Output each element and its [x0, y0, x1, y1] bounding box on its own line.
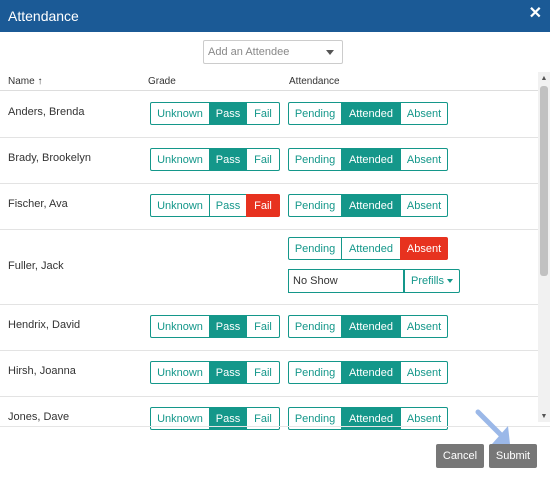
attendee-name: Jones, Dave [8, 411, 70, 423]
attendance-pending-button[interactable]: Pending [288, 194, 342, 217]
attendance-pending-button[interactable]: Pending [288, 148, 342, 171]
attendee-row: Fuller, Jack Pending Attended Absent No Show… [0, 229, 538, 305]
attendance-absent-button[interactable]: Absent [400, 148, 448, 171]
attendance-attended-button[interactable]: Attended [341, 102, 401, 125]
attendance-toggle-group: Pending Attended Absent [288, 315, 448, 338]
attendee-name: Hendrix, David [8, 319, 81, 331]
attendance-absent-button[interactable]: Absent [400, 237, 448, 260]
column-header-name-label: Name [8, 76, 35, 87]
attendance-attended-button[interactable]: Attended [341, 315, 401, 338]
attendance-pending-button[interactable]: Pending [288, 407, 342, 430]
grade-pass-button[interactable]: Pass [209, 102, 247, 125]
attendee-name: Fischer, Ava [8, 198, 68, 210]
attendance-attended-button[interactable]: Attended [341, 237, 401, 260]
attendance-attended-button[interactable]: Attended [341, 361, 401, 384]
attendance-toggle-group: Pending Attended Absent [288, 194, 448, 217]
mouse-pointer-icon [475, 409, 510, 444]
dialog-title: Attendance [8, 8, 79, 24]
grade-fail-button[interactable]: Fail [246, 315, 280, 338]
attendee-name: Brady, Brookelyn [8, 152, 91, 164]
prefills-label: Prefills [410, 275, 444, 287]
grade-pass-button[interactable]: Pass [209, 407, 247, 430]
grade-unknown-button[interactable]: Unknown [150, 361, 210, 384]
grade-toggle-group: Unknown Pass Fail [150, 102, 280, 125]
attendance-pending-button[interactable]: Pending [288, 315, 342, 338]
add-attendee-placeholder: Add an Attendee [208, 46, 290, 58]
cancel-button[interactable]: Cancel [436, 444, 484, 468]
attendee-row: Hirsh, Joanna Unknown Pass Fail Pending Atten… [0, 350, 538, 397]
grade-unknown-button[interactable]: Unknown [150, 315, 210, 338]
grade-fail-button[interactable]: Fail [246, 102, 280, 125]
attendance-absent-button[interactable]: Absent [400, 407, 448, 430]
attendee-row: Anders, Brenda Unknown Pass Fail Pending Atte… [0, 91, 538, 138]
grade-pass-button[interactable]: Pass [209, 194, 247, 217]
sort-asc-icon: ↑ [37, 76, 43, 87]
add-attendee-bar: Add an Attendee [0, 32, 538, 72]
attendance-attended-button[interactable]: Attended [341, 407, 401, 430]
attendance-toggle-group: Pending Attended Absent [288, 237, 448, 260]
column-header-name[interactable]: Name ↑ [8, 76, 42, 87]
grade-unknown-button[interactable]: Unknown [150, 148, 210, 171]
grade-fail-button[interactable]: Fail [246, 194, 280, 217]
grade-pass-button[interactable]: Pass [209, 315, 247, 338]
attendance-absent-button[interactable]: Absent [400, 361, 448, 384]
submit-button[interactable]: Submit [489, 444, 537, 468]
attendance-toggle-group: Pending Attended Absent [288, 361, 448, 384]
attendance-toggle-group: Pending Attended Absent [288, 148, 448, 171]
scrollbar-thumb[interactable] [540, 86, 548, 276]
column-header-attendance: Attendance [289, 76, 340, 87]
title-bar: Attendance ✕ [0, 0, 550, 32]
attendance-attended-button[interactable]: Attended [341, 194, 401, 217]
attendance-toggle-group: Pending Attended Absent [288, 407, 448, 430]
attendance-absent-button[interactable]: Absent [400, 194, 448, 217]
header-divider [0, 90, 538, 91]
caret-down-icon [447, 279, 453, 283]
caret-down-icon [326, 50, 334, 55]
close-icon[interactable]: ✕ [528, 5, 542, 22]
footer-divider [0, 426, 550, 427]
attendance-absent-button[interactable]: Absent [400, 102, 448, 125]
attendance-toggle-group: Pending Attended Absent [288, 102, 448, 125]
attendance-pending-button[interactable]: Pending [288, 361, 342, 384]
grade-toggle-group: Unknown Pass Fail [150, 148, 280, 171]
scroll-down-arrow-icon[interactable]: ▼ [540, 412, 548, 420]
grade-toggle-group: Unknown Pass Fail [150, 407, 280, 430]
add-attendee-select[interactable]: Add an Attendee [203, 40, 343, 64]
grade-pass-button[interactable]: Pass [209, 361, 247, 384]
attendee-row: Brady, Brookelyn Unknown Pass Fail Pending At… [0, 137, 538, 184]
attendance-attended-button[interactable]: Attended [341, 148, 401, 171]
attendance-pending-button[interactable]: Pending [288, 237, 342, 260]
attendance-pending-button[interactable]: Pending [288, 102, 342, 125]
scroll-up-arrow-icon[interactable]: ▲ [540, 74, 548, 82]
grade-unknown-button[interactable]: Unknown [150, 194, 210, 217]
grade-toggle-group: Unknown Pass Fail [150, 315, 280, 338]
attendee-row: Hendrix, David Unknown Pass Fail Pending Atte… [0, 304, 538, 351]
attendee-name: Anders, Brenda [8, 106, 85, 118]
absence-reason-input[interactable]: No Show [288, 269, 404, 293]
grade-pass-button[interactable]: Pass [209, 148, 247, 171]
grade-toggle-group: Unknown Pass Fail [150, 194, 280, 217]
grade-fail-button[interactable]: Fail [246, 407, 280, 430]
attendee-name: Hirsh, Joanna [8, 365, 76, 377]
attendee-row: Fischer, Ava Unknown Pass Fail Pending Attend… [0, 183, 538, 230]
grade-toggle-group: Unknown Pass Fail [150, 361, 280, 384]
grade-unknown-button[interactable]: Unknown [150, 407, 210, 430]
attendance-absent-button[interactable]: Absent [400, 315, 448, 338]
attendee-row: Jones, Dave Unknown Pass Fail Pending Attende… [0, 396, 538, 430]
grade-unknown-button[interactable]: Unknown [150, 102, 210, 125]
grade-fail-button[interactable]: Fail [246, 361, 280, 384]
prefills-dropdown-button[interactable]: Prefills [404, 269, 460, 293]
attendee-name: Fuller, Jack [8, 260, 64, 272]
column-header-grade: Grade [148, 76, 176, 87]
grade-fail-button[interactable]: Fail [246, 148, 280, 171]
